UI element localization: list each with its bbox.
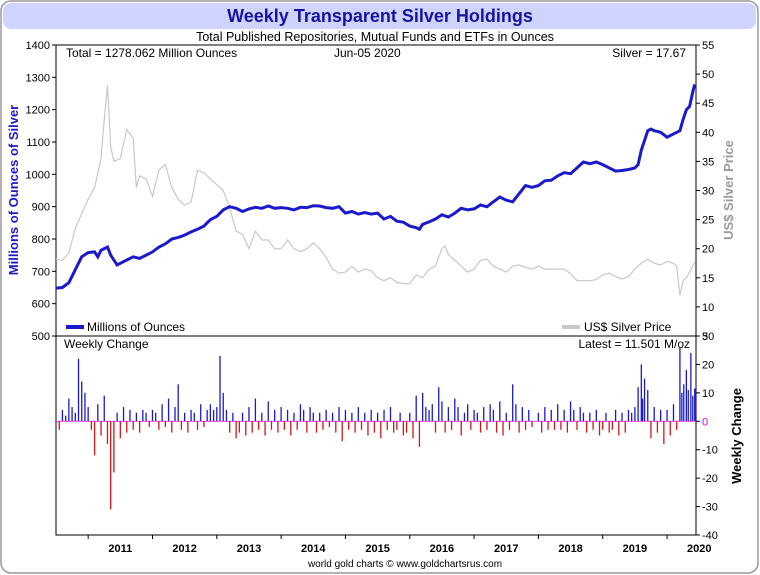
right-axis-ticks: 5 10 15 20 25 30 35 40 45 50 55: [696, 40, 714, 343]
lower-tick-label: 20: [702, 359, 714, 371]
right-tick-label: 5: [702, 331, 708, 343]
silver-price-line: [55, 85, 696, 296]
lower-tick-label: 0: [702, 416, 708, 428]
left-tick-label: 1400: [26, 40, 50, 52]
latest-label: Latest = 11.501 M/oz: [578, 337, 690, 351]
total-label: Total = 1278.062 Million Ounces: [66, 46, 237, 60]
right-tick-label: 10: [702, 302, 714, 314]
right-tick-label: 55: [702, 40, 714, 52]
title-banner: [3, 3, 756, 29]
x-tick-label: 2013: [237, 543, 261, 555]
right-tick-label: 30: [702, 186, 714, 198]
chart-title: Weekly Transparent Silver Holdings: [227, 6, 533, 26]
x-tick-label: 2014: [301, 543, 326, 555]
lower-tick-label: -30: [702, 502, 718, 514]
x-tick-label: 2020: [687, 543, 711, 555]
x-tick-label: 2012: [172, 543, 196, 555]
left-tick-label: 1000: [26, 169, 50, 181]
left-tick-label: 500: [32, 331, 50, 343]
y-axis-label-lower: Weekly Change: [729, 388, 744, 484]
x-tick-label: 2011: [108, 543, 132, 555]
lower-tick-label: -40: [702, 530, 718, 542]
right-tick-label: 45: [702, 98, 714, 110]
x-axis-ticks: 2011 2012 2013 2014 2015 2016 2017 2018 2019 2020: [87, 535, 711, 555]
left-tick-label: 1100: [26, 137, 50, 149]
left-tick-label: 900: [32, 202, 50, 214]
holdings-line: [55, 84, 697, 290]
lower-axis-ticks: -40 -30 -20 -10 0 10 20 30: [696, 331, 718, 542]
lower-panel-label: Weekly Change: [64, 337, 149, 351]
x-tick-label: 2015: [365, 543, 389, 555]
chart-subtitle: Total Published Repositories, Mutual Fun…: [196, 30, 554, 44]
x-tick-label: 2019: [623, 543, 647, 555]
lower-tick-label: -20: [702, 473, 718, 485]
left-tick-label: 1300: [26, 72, 50, 84]
footer-credit: world gold charts © www.goldchartsrus.co…: [307, 559, 502, 570]
right-tick-label: 50: [702, 69, 714, 81]
left-tick-label: 700: [32, 266, 50, 278]
x-tick-label: 2017: [494, 543, 518, 555]
y-axis-label-left: Millions of Ounces of Silver: [6, 105, 21, 275]
plot-area: [55, 44, 697, 536]
silver-price-label: Silver = 17.67: [612, 46, 686, 60]
lower-tick-label: 10: [702, 388, 714, 400]
legend-price-label: US$ Silver Price: [584, 320, 672, 334]
x-tick-label: 2018: [558, 543, 582, 555]
y-axis-label-right: US$ Silver Price: [721, 140, 736, 240]
lower-tick-label: -10: [702, 445, 718, 457]
right-tick-label: 40: [702, 127, 714, 139]
right-tick-label: 20: [702, 244, 714, 256]
right-tick-label: 35: [702, 156, 714, 168]
weekly-change-bars: [58, 347, 696, 510]
x-tick-label: 2016: [430, 543, 454, 555]
right-tick-label: 15: [702, 273, 714, 285]
left-tick-label: 800: [32, 234, 50, 246]
lower-tick-label: 30: [702, 331, 714, 343]
date-label: Jun-05 2020: [334, 46, 401, 60]
left-tick-label: 600: [32, 299, 50, 311]
left-axis-ticks: 500 600 700 800 900 1000 1100 1200 1300 1400: [26, 40, 56, 343]
left-tick-label: 1200: [26, 105, 50, 117]
right-tick-label: 25: [702, 215, 714, 227]
legend-holdings-label: Millions of Ounces: [87, 320, 185, 334]
